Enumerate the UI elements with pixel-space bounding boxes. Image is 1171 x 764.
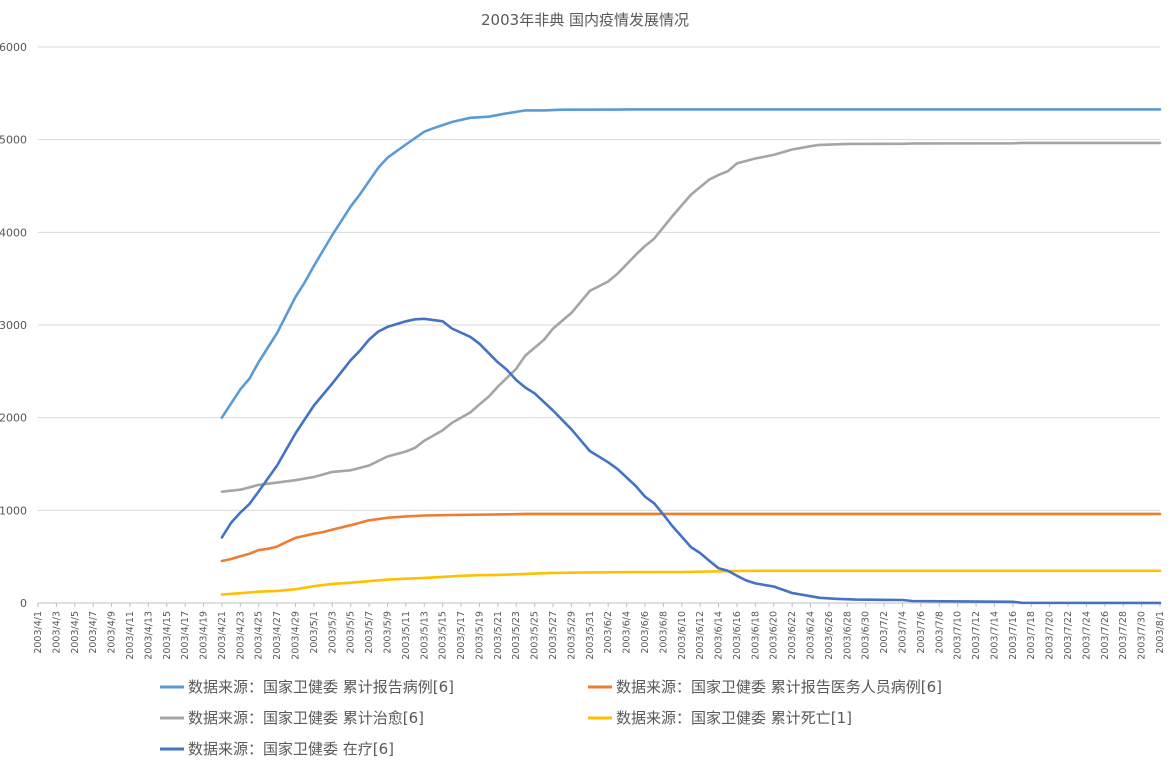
x-tick-label: 2003/8/1 — [1155, 611, 1166, 654]
legend-label: 数据来源：国家卫健委 累计死亡[1] — [616, 709, 852, 727]
series-line-4 — [220, 317, 1162, 605]
x-tick-label: 2003/4/3 — [51, 611, 62, 654]
x-tick-label: 2003/5/11 — [401, 611, 412, 660]
x-tick-label: 2003/4/9 — [107, 611, 118, 654]
legend-label: 数据来源：国家卫健委 累计报告医务人员病例[6] — [616, 678, 942, 696]
x-tick-label: 2003/5/13 — [419, 611, 430, 660]
legend-item-3: 数据来源：国家卫健委 累计死亡[1] — [588, 709, 852, 727]
x-tick-label: 2003/4/23 — [235, 611, 246, 660]
x-tick-label: 2003/6/16 — [732, 611, 743, 660]
x-tick-label: 2003/5/27 — [548, 611, 559, 660]
x-tick-label: 2003/7/2 — [879, 611, 890, 654]
x-tick-label: 2003/7/28 — [1118, 611, 1129, 660]
x-tick-label: 2003/4/29 — [291, 611, 302, 660]
legend-label: 数据来源：国家卫健委 在疗[6] — [188, 740, 394, 758]
x-tick-label: 2003/5/31 — [585, 611, 596, 660]
legend-item-1: 数据来源：国家卫健委 累计报告医务人员病例[6] — [588, 678, 942, 696]
x-tick-label: 2003/5/25 — [530, 611, 541, 660]
x-tick-label: 2003/6/26 — [824, 611, 835, 660]
y-axis-ticks: 0 1000 2000 3000 4000 5000 6000 — [0, 41, 27, 610]
x-tick-label: 2003/4/15 — [162, 611, 173, 660]
x-tick-label: 2003/4/17 — [180, 611, 191, 660]
x-tick-label: 2003/7/26 — [1100, 611, 1111, 660]
x-tick-label: 2003/4/19 — [199, 611, 210, 660]
y-tick-label: 2000 — [0, 412, 27, 425]
x-tick-label: 2003/5/23 — [511, 611, 522, 660]
x-tick-label: 2003/7/10 — [953, 611, 964, 660]
x-tick-label: 2003/7/14 — [989, 611, 1000, 660]
series-line-1 — [220, 512, 1162, 563]
y-tick-label: 4000 — [0, 226, 27, 239]
legend-item-4: 数据来源：国家卫健委 在疗[6] — [160, 740, 394, 758]
x-tick-label: 2003/5/5 — [346, 611, 357, 654]
x-tick-label: 2003/4/5 — [70, 611, 81, 654]
legend-label: 数据来源：国家卫健委 累计报告病例[6] — [188, 678, 454, 696]
chart-title: 2003年非典 国内疫情发展情况 — [481, 11, 689, 29]
x-tick-label: 2003/7/8 — [934, 611, 945, 654]
y-tick-label: 5000 — [0, 134, 27, 147]
x-tick-label: 2003/6/28 — [842, 611, 853, 660]
x-tick-label: 2003/6/30 — [861, 611, 872, 660]
x-tick-label: 2003/6/22 — [787, 611, 798, 660]
x-tick-label: 2003/6/20 — [769, 611, 780, 660]
x-tick-label: 2003/5/3 — [327, 611, 338, 654]
y-tick-label: 3000 — [0, 319, 27, 332]
legend-item-0: 数据来源：国家卫健委 累计报告病例[6] — [160, 678, 454, 696]
x-tick-label: 2003/6/6 — [640, 611, 651, 654]
y-tick-label: 0 — [20, 597, 27, 610]
y-tick-label: 1000 — [0, 504, 27, 517]
x-tick-label: 2003/6/8 — [658, 611, 669, 654]
x-tick-label: 2003/4/27 — [272, 611, 283, 660]
x-tick-label: 2003/7/12 — [971, 611, 982, 660]
x-tick-label: 2003/6/18 — [750, 611, 761, 660]
x-tick-label: 2003/5/9 — [382, 611, 393, 654]
x-tick-label: 2003/5/21 — [493, 611, 504, 660]
x-tick-label: 2003/7/30 — [1137, 611, 1148, 660]
legend-item-2: 数据来源：国家卫健委 累计治愈[6] — [160, 709, 424, 727]
series-line-2 — [220, 141, 1162, 493]
x-tick-label: 2003/6/12 — [695, 611, 706, 660]
x-tick-label: 2003/4/25 — [254, 611, 265, 660]
x-tick-label: 2003/7/20 — [1045, 611, 1056, 660]
x-tick-label: 2003/7/6 — [916, 611, 927, 654]
y-tick-label: 6000 — [0, 41, 27, 54]
x-tick-label: 2003/5/19 — [474, 611, 485, 660]
legend: 数据来源：国家卫健委 累计报告病例[6] 数据来源：国家卫健委 累计报告医务人员病… — [160, 678, 942, 758]
series-lines — [220, 108, 1162, 605]
x-tick-label: 2003/4/7 — [88, 611, 99, 654]
x-tick-label: 2003/6/4 — [622, 611, 633, 654]
grid-lines — [38, 46, 1160, 604]
x-tick-label: 2003/7/16 — [1008, 611, 1019, 660]
x-tick-label: 2003/5/29 — [566, 611, 577, 660]
x-tick-label: 2003/5/1 — [309, 611, 320, 654]
x-tick-label: 2003/4/13 — [143, 611, 154, 660]
legend-label: 数据来源：国家卫健委 累计治愈[6] — [188, 709, 424, 727]
x-tick-label: 2003/6/14 — [714, 611, 725, 660]
x-tick-label: 2003/6/10 — [677, 611, 688, 660]
series-line-0 — [220, 108, 1162, 419]
x-tick-label: 2003/7/4 — [897, 611, 908, 654]
x-tick-label: 2003/7/18 — [1026, 611, 1037, 660]
x-tick-label: 2003/4/1 — [33, 611, 44, 654]
x-tick-label: 2003/4/21 — [217, 611, 228, 660]
x-tick-label: 2003/6/2 — [603, 611, 614, 654]
x-tick-label: 2003/7/24 — [1081, 611, 1092, 660]
x-axis-ticks: 2003/4/1 2003/4/3 2003/4/5 2003/4/7 2003/4/9… — [33, 603, 1166, 660]
x-tick-label: 2003/7/22 — [1063, 611, 1074, 660]
x-tick-label: 2003/4/11 — [125, 611, 136, 660]
series-line-3 — [220, 569, 1162, 596]
x-tick-label: 2003/6/24 — [806, 611, 817, 660]
x-tick-label: 2003/5/17 — [456, 611, 467, 660]
x-tick-label: 2003/5/7 — [364, 611, 375, 654]
x-tick-label: 2003/5/15 — [438, 611, 449, 660]
